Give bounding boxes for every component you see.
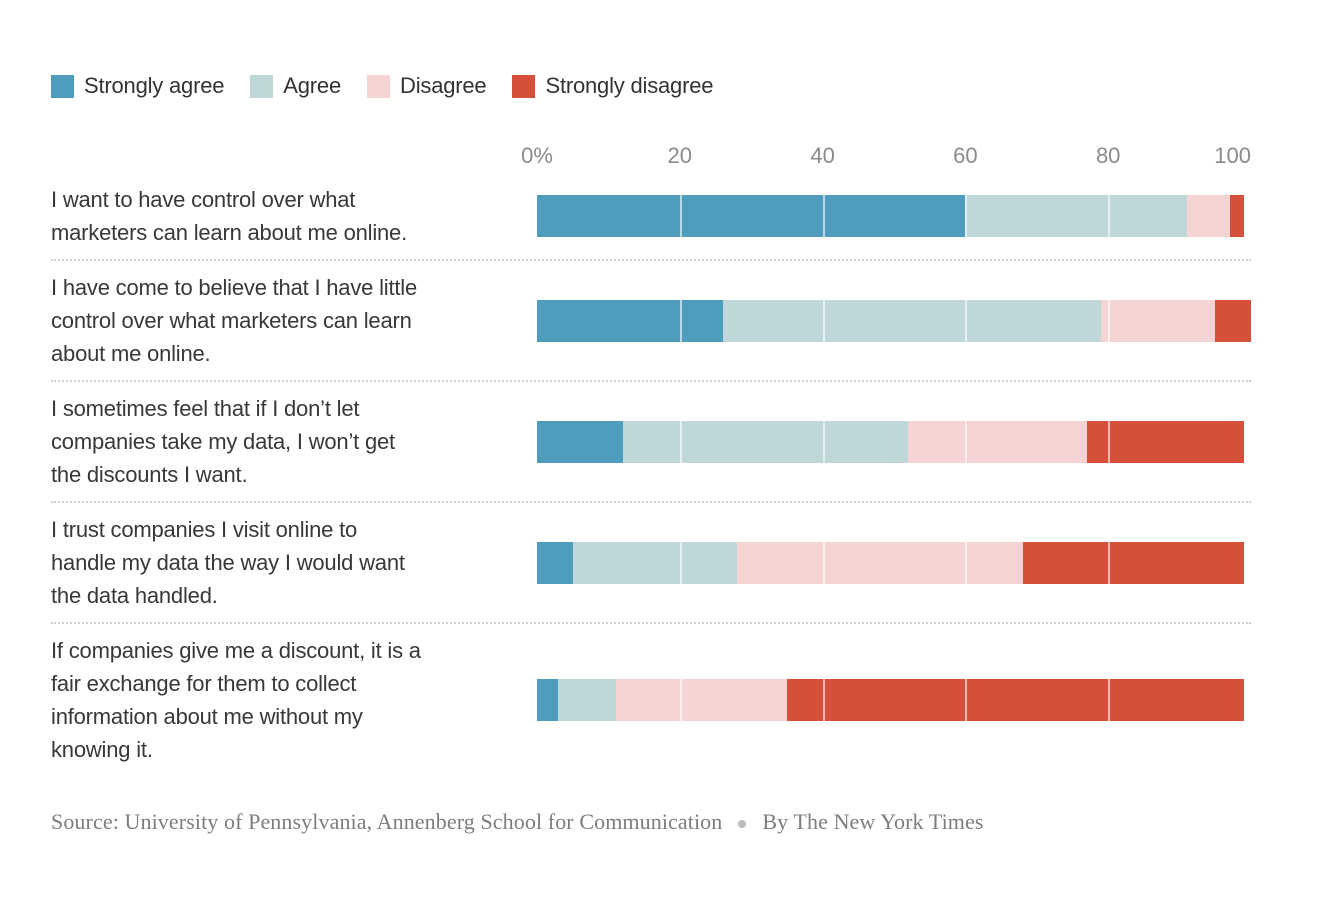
legend-label: Disagree [400,73,487,98]
bar-segment-disagree [1101,299,1216,342]
source-note: Source: University of Pennsylvania, Anne… [51,804,1211,840]
axis-tick-labels: 0% 20 40 60 80 100 [521,143,1251,168]
bar-segment-disagree [908,420,1087,463]
stacked-bar [537,195,1251,237]
bar-segment-strongly-agree [537,541,573,584]
legend-swatch-agree [250,74,274,98]
bar-segment-disagree [736,541,1023,584]
source-text: Source: University of Pennsylvania, Anne… [51,809,723,834]
bar-segment-agree [558,679,616,721]
bar-segments [537,195,1251,237]
bar-segment-strongly-disagree [1022,541,1244,584]
statement-label: I trust companies I visit online to hand… [51,517,405,608]
bar-segments [537,299,1251,342]
stacked-bar [537,679,1251,721]
legend-item-strongly-agree: Strongly agree [51,73,224,99]
bar-segment-agree [572,541,737,584]
bar-segment-strongly-agree [537,420,623,463]
table-row: I sometimes feel that if I don’t let com… [51,382,1251,503]
bar-segments [537,541,1251,584]
separator-dot-icon [738,819,747,828]
chart-rows: I want to have control over what markete… [51,173,1251,776]
bar-segment-strongly-disagree [1086,420,1244,463]
axis-tick-label-80: 80 [1095,143,1121,168]
bar-segments [537,420,1251,463]
legend-swatch-disagree [367,74,391,98]
axis-tick-label-40: 40 [810,143,835,168]
bar-segment-strongly-agree [537,195,966,237]
table-row: I want to have control over what markete… [51,173,1251,261]
table-row: If companies give me a discount, it is a… [51,624,1251,776]
byline: By The New York Times [762,809,984,834]
legend-swatch-strongly-agree [51,74,74,98]
chart-figure: Strongly agree Agree Disagree Strongly disa… [51,73,1251,840]
bar-segment-agree [965,195,1187,237]
bar-segment-disagree [1186,195,1230,237]
legend-item-strongly-disagree: Strongly disagree [512,73,713,99]
stacked-bar [537,299,1251,342]
bar-segment-strongly-disagree [1229,195,1244,237]
legend-label: Strongly agree [84,73,225,98]
bar-segment-strongly-agree [537,299,723,342]
bar-segment-agree [722,299,1102,342]
axis-tick-label-60: 60 [953,143,978,168]
bar-segment-strongly-disagree [786,679,1244,721]
bar-segment-strongly-disagree [1215,299,1251,342]
bar-segment-strongly-agree [537,679,559,721]
bar-segment-disagree [615,679,787,721]
legend: Strongly agree Agree Disagree Strongly disa… [51,73,1251,99]
axis-tick-label-20: 20 [667,143,693,168]
stacked-bar [537,420,1251,463]
statement-label: I sometimes feel that if I don’t let com… [51,396,395,487]
legend-label: Strongly disagree [545,73,714,98]
legend-label: Agree [283,73,342,98]
legend-swatch-strongly-disagree [512,74,536,98]
x-axis: 0% 20 40 60 80 100 [51,143,1251,173]
bar-segments [537,679,1251,721]
table-row: I have come to believe that I have littl… [51,261,1251,382]
statement-label: I have come to believe that I have littl… [51,275,418,366]
bar-segment-agree [622,420,909,463]
stacked-bar [537,541,1251,584]
legend-item-agree: Agree [250,73,341,99]
statement-label: If companies give me a discount, it is a… [51,638,421,762]
table-row: I trust companies I visit online to hand… [51,503,1251,624]
statement-label: I want to have control over what markete… [51,187,407,245]
axis-tick-label-100: 100 [1214,143,1251,168]
axis-spacer [51,143,537,173]
legend-item-disagree: Disagree [367,73,487,99]
stacked-bar-chart: 0% 20 40 60 80 100 I want to have control ove… [51,143,1251,776]
axis-tick-label-0: 0% [521,143,553,168]
